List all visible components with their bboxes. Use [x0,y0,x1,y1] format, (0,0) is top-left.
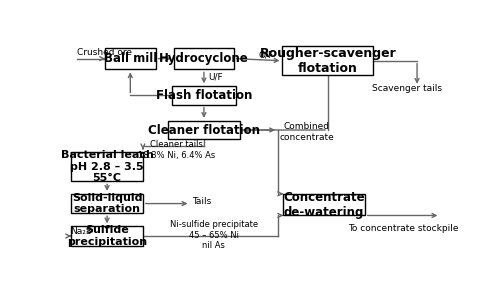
Text: Hydrocyclone: Hydrocyclone [159,52,249,65]
Text: O/F: O/F [259,51,274,60]
FancyBboxPatch shape [71,194,143,213]
FancyBboxPatch shape [168,121,240,139]
FancyBboxPatch shape [105,48,156,69]
Text: Rougher-scavenger
flotation: Rougher-scavenger flotation [260,47,396,75]
Text: U/F: U/F [208,73,223,82]
Text: Bacterial leach
pH 2.8 – 3.5
55°C: Bacterial leach pH 2.8 – 3.5 55°C [60,150,154,183]
Text: Ni-sulfide precipitate
45 – 65% Ni
nil As: Ni-sulfide precipitate 45 – 65% Ni nil A… [170,221,258,250]
FancyBboxPatch shape [174,48,234,69]
Text: Tails: Tails [192,197,211,206]
FancyBboxPatch shape [71,226,143,246]
FancyBboxPatch shape [71,152,143,182]
Text: To concentrate stockpile: To concentrate stockpile [348,225,459,234]
Text: Cleaner tails
18.3% Ni, 6.4% As: Cleaner tails 18.3% Ni, 6.4% As [138,140,216,160]
FancyBboxPatch shape [172,86,236,105]
Text: Sulfide
precipitation: Sulfide precipitation [67,225,147,247]
FancyBboxPatch shape [284,194,365,216]
Text: Cleaner flotation: Cleaner flotation [148,124,260,137]
Text: Solid-liquid
separation: Solid-liquid separation [72,193,142,214]
Text: Crushed ore: Crushed ore [77,47,132,56]
Text: Ball mill: Ball mill [104,52,157,65]
Text: Flash flotation: Flash flotation [156,89,252,102]
Text: Scavenger tails: Scavenger tails [372,84,442,93]
Text: Combined
concentrate: Combined concentrate [280,123,334,142]
Text: Concentrate
de-watering: Concentrate de-watering [283,191,365,219]
Text: Na₂S: Na₂S [70,227,92,236]
FancyBboxPatch shape [282,46,374,75]
